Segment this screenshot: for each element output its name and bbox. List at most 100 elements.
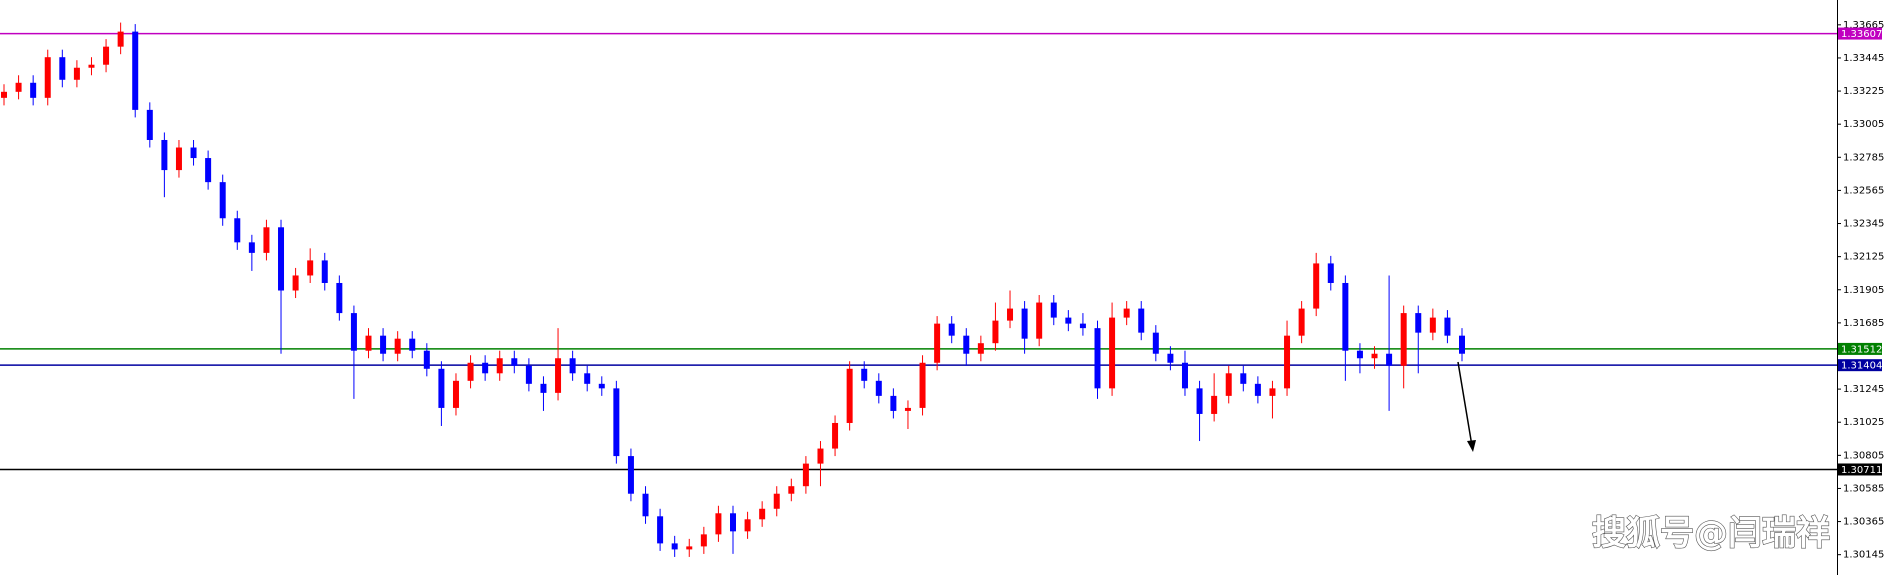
y-tick-label: 1.31905 bbox=[1843, 285, 1884, 296]
candle-body bbox=[904, 407, 911, 411]
candle-body bbox=[117, 31, 124, 47]
y-tick-label: 1.32785 bbox=[1843, 152, 1884, 163]
y-tick-label: 1.33665 bbox=[1843, 20, 1884, 31]
price-axis: 1.33665 1.33445 1.33225 1.33005 1.32785 1.325… bbox=[1837, 20, 1884, 561]
y-tick-label: 1.33225 bbox=[1843, 86, 1884, 97]
candle-body bbox=[1240, 373, 1247, 384]
level-label-bg bbox=[1838, 463, 1882, 476]
candle-body bbox=[438, 368, 445, 408]
y-tick-label: 1.31245 bbox=[1843, 384, 1884, 395]
level-label: 1.30711 bbox=[1841, 465, 1882, 476]
candle-body bbox=[205, 158, 212, 183]
candle-body bbox=[1254, 383, 1261, 396]
candle-body bbox=[613, 388, 620, 457]
candle-body bbox=[1152, 332, 1159, 354]
candle-body bbox=[934, 323, 941, 363]
y-tick-label: 1.32345 bbox=[1843, 219, 1884, 230]
candle-body bbox=[59, 57, 66, 80]
candle-body bbox=[1342, 282, 1349, 351]
candle-body bbox=[321, 260, 328, 283]
candle-body bbox=[350, 313, 357, 351]
candle-body bbox=[263, 227, 270, 253]
candle-body bbox=[88, 64, 95, 68]
candle-body bbox=[730, 513, 736, 532]
candle-body bbox=[248, 242, 255, 253]
candle-body bbox=[1356, 350, 1363, 359]
candle-body bbox=[1181, 362, 1188, 389]
candle-body bbox=[44, 57, 51, 98]
arrow-shaft bbox=[1457, 361, 1473, 447]
candle-body bbox=[30, 82, 37, 98]
candle-body bbox=[1094, 328, 1101, 389]
candle-body bbox=[365, 335, 372, 351]
candle-body bbox=[875, 380, 882, 396]
candle-body bbox=[336, 282, 343, 314]
y-tick-label: 1.33005 bbox=[1843, 119, 1884, 130]
candle-body bbox=[919, 362, 926, 408]
level-label-bg bbox=[1838, 342, 1882, 355]
candle-body bbox=[817, 448, 824, 464]
candle-body bbox=[1269, 388, 1276, 396]
candle-body bbox=[671, 543, 678, 550]
candle-body bbox=[802, 463, 809, 487]
candle-body bbox=[598, 383, 605, 389]
candle-body bbox=[584, 373, 591, 384]
candle-body bbox=[234, 218, 241, 243]
candle-body bbox=[642, 493, 649, 517]
candle-body bbox=[1138, 308, 1145, 333]
candle-body bbox=[1371, 353, 1378, 359]
candle-body bbox=[1444, 317, 1451, 336]
candle-body bbox=[1109, 317, 1116, 389]
candle-body bbox=[1007, 308, 1014, 321]
candle-body bbox=[744, 519, 751, 532]
y-tick-label: 1.30365 bbox=[1843, 517, 1884, 528]
y-tick-label: 1.30585 bbox=[1843, 483, 1884, 494]
candle-body bbox=[715, 513, 722, 535]
candle-body bbox=[890, 395, 897, 411]
candle-body bbox=[219, 182, 226, 219]
candle-body bbox=[1400, 313, 1407, 366]
candle-body bbox=[555, 358, 562, 393]
candle-body bbox=[1225, 373, 1232, 396]
candle-body bbox=[394, 338, 401, 354]
candle-body bbox=[1123, 308, 1130, 318]
candle-body bbox=[686, 546, 693, 550]
candle-body bbox=[1284, 335, 1291, 389]
candle-body bbox=[1415, 313, 1422, 333]
candle-body bbox=[467, 362, 474, 381]
candle-body bbox=[525, 365, 532, 384]
candles bbox=[1, 22, 1465, 557]
level-label-bg bbox=[1838, 27, 1882, 40]
y-tick-label: 1.30145 bbox=[1843, 550, 1884, 561]
candle-body bbox=[992, 320, 999, 344]
candle-body bbox=[1327, 263, 1334, 283]
candle-body bbox=[832, 422, 839, 449]
candle-body bbox=[423, 350, 430, 369]
candle-body bbox=[103, 46, 110, 65]
candle-body bbox=[73, 67, 80, 80]
candle-body bbox=[846, 368, 853, 423]
candle-body bbox=[540, 383, 547, 393]
arrow-head bbox=[1467, 440, 1476, 452]
candle-body bbox=[409, 338, 416, 351]
candle-body bbox=[161, 139, 168, 171]
candle-body bbox=[788, 486, 795, 494]
candle-body bbox=[861, 368, 868, 381]
candle-body bbox=[1036, 302, 1043, 339]
candle-body bbox=[759, 508, 766, 520]
level-label: 1.31404 bbox=[1841, 361, 1882, 372]
candle-body bbox=[278, 227, 285, 291]
candle-body bbox=[307, 260, 314, 276]
level-label-bg bbox=[1838, 359, 1882, 372]
candle-body bbox=[1196, 388, 1203, 414]
candle-body bbox=[1313, 263, 1320, 309]
candle-body bbox=[146, 109, 153, 140]
candle-body bbox=[1021, 308, 1028, 339]
y-tick-label: 1.31685 bbox=[1843, 318, 1884, 329]
watermark: 搜狐号@闫瑞祥 bbox=[1592, 514, 1830, 554]
candle-body bbox=[963, 335, 970, 354]
candle-body bbox=[977, 343, 984, 354]
y-tick-label: 1.31025 bbox=[1843, 417, 1884, 428]
